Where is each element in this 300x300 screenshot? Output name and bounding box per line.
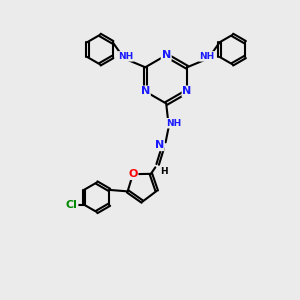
Text: NH: NH xyxy=(199,52,214,61)
Text: Cl: Cl xyxy=(66,200,77,210)
Text: NH: NH xyxy=(166,119,182,128)
Text: N: N xyxy=(141,86,150,96)
Text: O: O xyxy=(128,169,138,179)
Text: N: N xyxy=(162,50,171,60)
Text: N: N xyxy=(154,140,164,150)
Text: H: H xyxy=(160,167,168,176)
Text: N: N xyxy=(182,86,192,96)
Text: NH: NH xyxy=(118,52,133,61)
